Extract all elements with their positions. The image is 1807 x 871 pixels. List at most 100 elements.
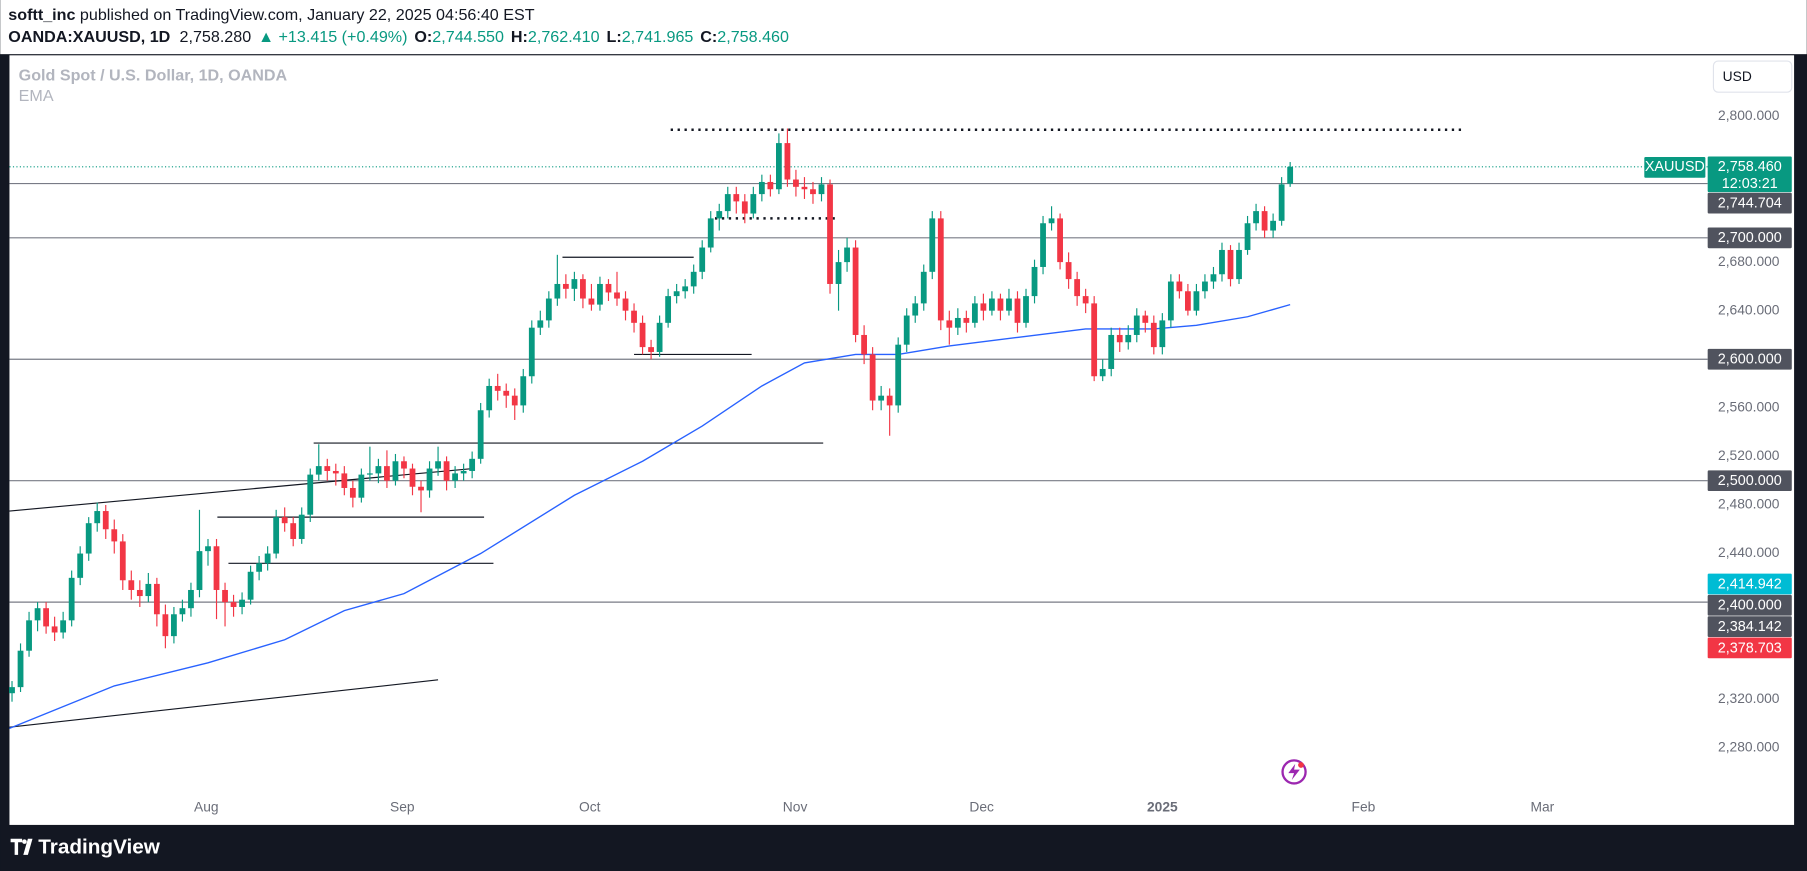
candle-body <box>758 181 765 195</box>
last: 2,758.280 <box>180 28 252 46</box>
x-tick-label: Aug <box>194 798 219 814</box>
candle-body <box>1261 211 1268 231</box>
candle-body <box>1091 303 1098 377</box>
candle-body <box>196 551 203 590</box>
y-tick-label: 2,520.000 <box>1718 447 1780 463</box>
countdown: 12:03:21 <box>1722 176 1778 192</box>
candle-body <box>682 286 689 292</box>
candle-body <box>673 291 680 297</box>
event-dot <box>1298 762 1304 768</box>
candle-body <box>545 298 552 321</box>
candle-body <box>315 466 322 475</box>
candle-body <box>844 247 850 263</box>
price-label: 2,384.142 <box>1718 619 1782 635</box>
ema-line <box>9 303 1291 730</box>
candle-body <box>1031 266 1038 297</box>
candle-body <box>264 553 271 564</box>
x-tick-label: Sep <box>390 798 415 814</box>
candle-body <box>247 571 254 600</box>
candle-body <box>1099 368 1106 377</box>
candle-body <box>971 303 978 323</box>
candle-body <box>1057 218 1063 263</box>
candle-body <box>929 218 936 272</box>
candle-body <box>997 298 1004 311</box>
x-tick-label: Mar <box>1530 798 1554 814</box>
candle-body <box>1236 249 1242 280</box>
candle-body <box>562 283 569 289</box>
candle-body <box>588 298 595 305</box>
candle-body <box>1159 320 1166 348</box>
candle-body <box>145 583 152 597</box>
candle-body <box>34 608 41 621</box>
drawing-line <box>9 679 439 728</box>
candle-body <box>68 577 75 621</box>
c-label: C: <box>700 28 717 46</box>
candle-body <box>460 470 467 474</box>
candle-body <box>503 390 510 396</box>
candle-body <box>580 279 586 299</box>
candle-body <box>239 599 245 607</box>
y-tick-label: 2,680.000 <box>1718 253 1780 269</box>
candle-body <box>435 461 441 469</box>
candle-body <box>835 262 842 284</box>
candle-body <box>741 201 748 214</box>
candle-body <box>946 320 953 328</box>
h-label: H: <box>511 28 528 46</box>
event-icon[interactable] <box>1281 759 1307 785</box>
candle-body <box>750 194 757 214</box>
symbol: OANDA:XAUUSD, 1D <box>8 28 170 46</box>
candle-body <box>1125 334 1132 343</box>
candle-body <box>256 563 263 572</box>
candle-body <box>17 650 24 688</box>
candle-body <box>648 347 654 352</box>
price-label: 2,744.704 <box>1718 195 1782 211</box>
candle-body <box>639 322 646 348</box>
candle-body <box>102 511 109 530</box>
candle-body <box>230 602 237 607</box>
candle-body <box>213 546 220 590</box>
candle-body <box>1150 322 1157 348</box>
candle-body <box>707 218 714 248</box>
o-value: 2,744.550 <box>432 28 504 46</box>
candle-body <box>520 376 527 406</box>
event-circle[interactable] <box>1281 759 1307 785</box>
candle-body <box>1023 296 1029 323</box>
candle-body <box>656 322 663 352</box>
candle-body <box>85 523 92 554</box>
candle-body <box>1253 211 1259 224</box>
candle-body <box>1270 220 1277 231</box>
y-tick-label: 2,560.000 <box>1718 398 1780 414</box>
ohlc-line: OANDA:XAUUSD, 1D 2,758.280 ▲ +13.415 (+0.4… <box>8 28 789 46</box>
candle-body <box>1014 298 1021 323</box>
candle-body <box>801 186 808 190</box>
candle-body <box>784 143 791 180</box>
candle-body <box>9 687 15 694</box>
candle-body <box>77 553 84 578</box>
candle-body <box>989 298 995 311</box>
candle-body <box>1193 291 1200 311</box>
candle-body <box>1133 315 1140 335</box>
currency-button[interactable] <box>1712 60 1793 93</box>
candle-body <box>1219 249 1225 275</box>
y-tick-label: 2,480.000 <box>1718 496 1780 512</box>
price-label: 2,500.000 <box>1718 473 1782 489</box>
header-bar <box>0 0 1807 55</box>
candle-body <box>281 517 288 524</box>
candle-body <box>631 310 637 323</box>
symbol-tag: XAUUSD <box>1645 159 1705 175</box>
candle-body <box>895 344 902 406</box>
x-tick-label: Oct <box>579 798 601 814</box>
candle-body <box>426 468 433 491</box>
candle-body <box>963 317 970 323</box>
candle-body <box>392 461 399 481</box>
candle-body <box>622 298 629 311</box>
candle-body <box>554 283 561 299</box>
candle-body <box>1287 166 1294 184</box>
candle-body <box>1202 281 1208 292</box>
candle-body <box>733 194 740 202</box>
price-label-box <box>1707 594 1792 616</box>
currency[interactable]: USD <box>1723 68 1752 84</box>
event-bolt[interactable] <box>1288 763 1300 780</box>
